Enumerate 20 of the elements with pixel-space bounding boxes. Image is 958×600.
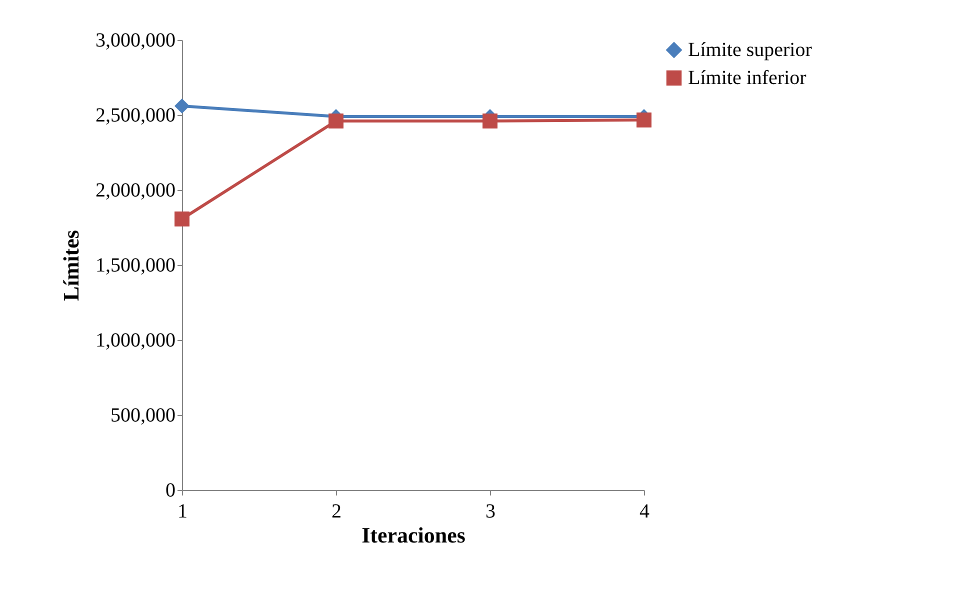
y-tick-label: 0 — [166, 480, 176, 502]
y-tick-label: 3,000,000 — [96, 30, 176, 52]
x-tick-label: 1 — [178, 500, 188, 522]
y-tick-label: 2,500,000 — [96, 104, 176, 126]
point — [174, 98, 190, 114]
legend-label: Límite inferior — [688, 67, 807, 89]
x-axis-title: Iteraciones — [362, 522, 466, 548]
point — [328, 114, 344, 128]
point — [636, 112, 652, 128]
point — [174, 212, 190, 226]
y-tick-label: 1,500,000 — [96, 254, 176, 276]
legend-label: Límite superior — [688, 39, 812, 61]
y-axis-title: Límites — [58, 230, 84, 301]
y-tick-label: 500,000 — [110, 404, 176, 426]
y-tick-label: 1,000,000 — [96, 330, 176, 352]
x-tick-label: 4 — [640, 500, 650, 522]
point — [482, 114, 498, 128]
x-tick-label: 2 — [332, 500, 342, 522]
y-tick-label: 2,000,000 — [96, 180, 176, 202]
x-tick-label: 3 — [486, 500, 496, 522]
